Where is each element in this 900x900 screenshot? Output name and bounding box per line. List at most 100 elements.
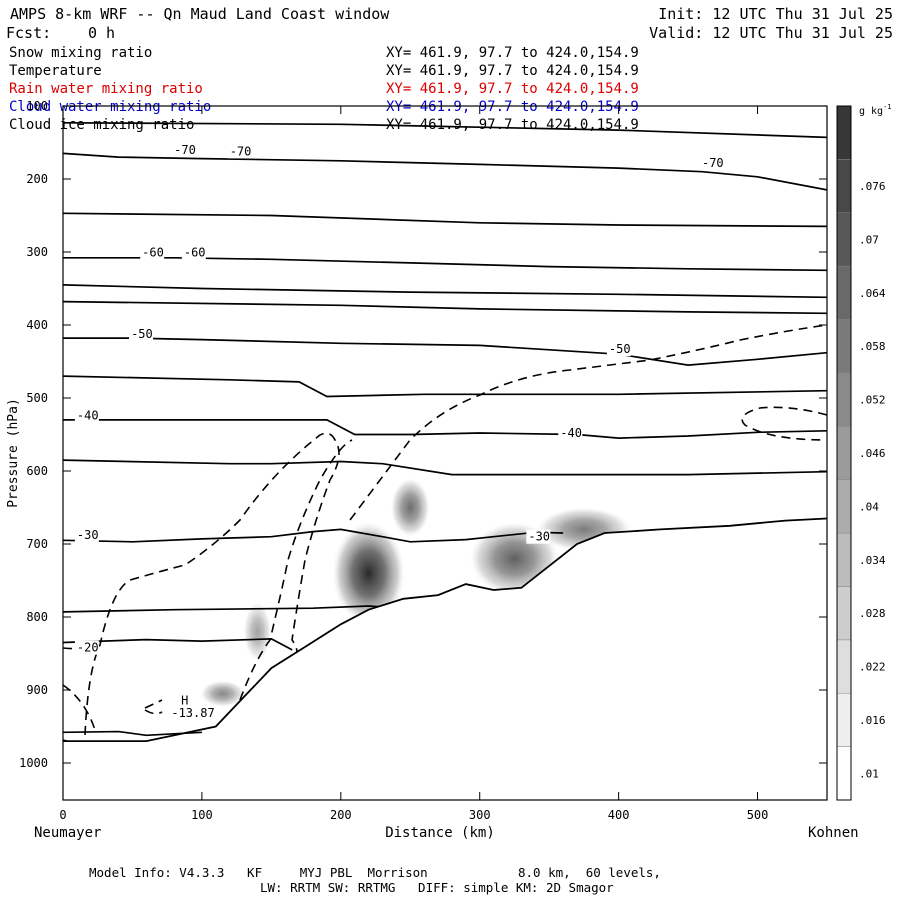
snow-mixing-ratio-cell — [390, 478, 430, 537]
colorbar-level-label: .058 — [859, 340, 886, 353]
isotherm — [63, 256, 827, 272]
temperature-isotherms: -70 -70 -70 -60 -60 -50 -50 -40 -40 -30 -30 -20 — [63, 121, 827, 655]
colorbar-level-label: .052 — [859, 394, 886, 407]
colorbar-bin — [836, 532, 852, 587]
isotherm-label-bg — [227, 144, 252, 159]
isotherm-label-bg — [181, 245, 206, 260]
x-start-station: Neumayer — [34, 825, 101, 841]
y-tick-label: 400 — [26, 318, 48, 332]
colorbar-bin — [836, 639, 852, 694]
y-axis: 100 200 300 400 500 600 700 800 900 1000 — [19, 99, 827, 770]
model-physics: LW: RRTM SW: RRTMG DIFF: simple KM: 2D S… — [260, 880, 614, 895]
extremum-label: -13.87 — [171, 706, 214, 720]
cloud-ice-contour — [84, 432, 340, 736]
colorbar-level-label: .034 — [859, 554, 886, 567]
forecast-label: Fcst: — [6, 24, 51, 42]
extremum-label: H — [181, 694, 188, 708]
isotherm-label: -20 — [77, 641, 99, 655]
isotherm — [63, 152, 827, 191]
plot-frame — [62, 105, 828, 801]
isotherm-label-bg — [129, 326, 154, 341]
terrain-fill — [63, 518, 827, 800]
y-tick-label: 800 — [26, 610, 48, 624]
isotherm-label-bg — [74, 528, 99, 543]
isotherm-label: -70 — [230, 144, 252, 158]
terrain-layer — [63, 517, 827, 800]
colorbar-level-label: .028 — [859, 607, 886, 620]
colorbar-level-label: .064 — [859, 287, 886, 300]
isotherm — [63, 459, 827, 476]
snow-mixing-ratio-cell — [332, 522, 405, 625]
isotherm-label-bg — [74, 408, 99, 423]
isotherm-label: -60 — [142, 246, 164, 260]
colorbar-level-label: .076 — [859, 180, 886, 193]
field-legend: Snow mixing ratio XY= 461.9, 97.7 to 424… — [9, 45, 639, 133]
colorbar-bin — [836, 426, 852, 480]
isotherm-label: -50 — [131, 327, 153, 341]
valid-time: Valid: 12 UTC Thu 31 Jul 25 — [649, 24, 893, 42]
annotations: H-13.87 — [171, 694, 214, 720]
colorbar-bin — [836, 105, 852, 160]
isotherm — [63, 300, 827, 315]
legend-item-xy: XY= 461.9, 97.7 to 424.0,154.9 — [386, 45, 639, 61]
x-end-station: Kohnen — [808, 825, 859, 841]
colorbar-level-label: .07 — [859, 233, 879, 246]
legend-item-label: Snow mixing ratio — [9, 45, 152, 61]
legend-item-label: Cloud ice mixing ratio — [9, 117, 194, 133]
colorbar-level-label: .04 — [859, 500, 879, 513]
legend-item-label: Temperature — [9, 63, 102, 79]
isotherm-label-bg — [172, 142, 197, 157]
isotherm-label-bg — [606, 342, 631, 357]
y-tick-label: 300 — [26, 245, 48, 259]
colorbar-level-label: .01 — [859, 767, 879, 780]
isotherm-label-bg — [526, 529, 551, 544]
colorbar-bin — [836, 159, 852, 214]
isotherm-label-bg — [140, 245, 165, 260]
snow-shading — [200, 478, 632, 707]
colorbar-bin — [836, 319, 852, 374]
isotherm-label: -60 — [184, 246, 206, 260]
legend-item-label: Rain water mixing ratio — [9, 81, 203, 97]
colorbar-level-label: .016 — [859, 714, 886, 727]
cloud-ice-contour — [63, 684, 96, 731]
cloud-ice-contour — [63, 644, 91, 650]
chart-title: AMPS 8-km WRF -- Qn Maud Land Coast wind… — [10, 5, 390, 23]
isotherm-label: -30 — [77, 528, 99, 542]
isotherm — [63, 528, 564, 543]
y-tick-label: 1000 — [19, 756, 48, 770]
cloud-ice-contour — [144, 699, 163, 715]
x-axis: 0 100 200 300 400 500 — [59, 106, 768, 822]
forecast-hour: 0 h — [88, 24, 115, 42]
colorbar-bin — [836, 746, 852, 801]
terrain-surface-lower — [63, 730, 202, 737]
isotherm-label-bg — [74, 640, 99, 655]
cloud-ice-contour — [741, 406, 827, 441]
isotherm — [63, 375, 827, 398]
colorbar-level-label: .046 — [859, 447, 886, 460]
model-info: Model Info: V4.3.3 KF MYJ PBL Morrison 8… — [89, 865, 661, 880]
isotherm — [63, 284, 827, 299]
snow-mixing-ratio-cell — [243, 602, 272, 661]
isotherm-label: -70 — [174, 143, 196, 157]
isotherm — [63, 419, 827, 439]
x-tick-label: 200 — [330, 808, 352, 822]
isotherm-label: -50 — [609, 342, 631, 356]
x-tick-label: 0 — [59, 808, 66, 822]
isotherm — [63, 337, 827, 366]
isotherm-label: -30 — [528, 530, 550, 544]
cloud-ice-contour — [349, 324, 827, 521]
snow-mixing-ratio-cell — [200, 680, 245, 707]
colorbar-bin — [836, 586, 852, 641]
colorbar-unit-text: g kg — [859, 106, 883, 117]
isotherm-label: -70 — [702, 156, 724, 170]
colorbar-level-label: .022 — [859, 661, 886, 674]
y-axis-label: Pressure (hPa) — [6, 398, 21, 508]
x-tick-label: 100 — [191, 808, 213, 822]
colorbar-bin — [836, 212, 852, 267]
colorbar-bin — [836, 265, 852, 320]
colorbar-unit: g kg-1 — [859, 103, 892, 117]
x-tick-label: 500 — [747, 808, 769, 822]
y-tick-label: 500 — [26, 391, 48, 405]
init-time: Init: 12 UTC Thu 31 Jul 25 — [658, 5, 893, 23]
